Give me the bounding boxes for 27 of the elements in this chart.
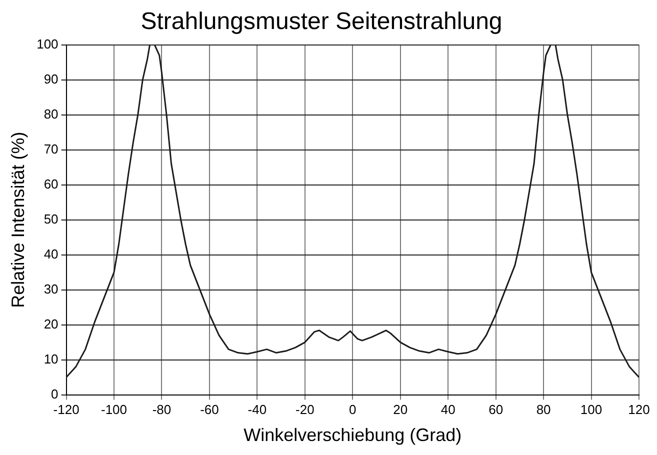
x-tick-label: -80 [152, 402, 172, 418]
x-tick-label: -100 [101, 402, 128, 418]
x-tick-label: -120 [53, 402, 80, 418]
x-tick-label: 40 [440, 402, 456, 418]
y-tick-label: 100 [36, 36, 58, 52]
x-axis-title: Winkelverschiebung (Grad) [244, 425, 462, 446]
y-tick-label: 40 [44, 246, 58, 262]
y-tick-label: 30 [44, 281, 58, 296]
x-tick-label: 60 [488, 402, 504, 418]
x-tick-label: -20 [296, 402, 314, 418]
y-tick-label: 0 [51, 386, 58, 402]
chart-title: Strahlungsmuster Seitenstrahlung [140, 8, 502, 36]
y-tick-label: 70 [44, 141, 58, 156]
y-tick-label: 50 [44, 211, 58, 226]
x-tick-label: 0 [349, 402, 356, 418]
y-tick-label: 90 [44, 71, 58, 86]
x-tick-label: -40 [248, 402, 267, 418]
x-tick-label: 80 [536, 402, 551, 418]
x-tick-label: 120 [628, 402, 650, 418]
y-tick-label: 80 [44, 106, 58, 122]
y-tick-label: 10 [44, 351, 58, 366]
x-tick-label: -60 [200, 402, 219, 418]
x-tick-label: 100 [580, 402, 602, 418]
y-axis-title: Relative Intensität (%) [8, 132, 28, 308]
y-tick-label: 60 [44, 176, 58, 192]
x-tick-label: 20 [393, 402, 408, 418]
y-tick-label: 20 [44, 316, 58, 332]
